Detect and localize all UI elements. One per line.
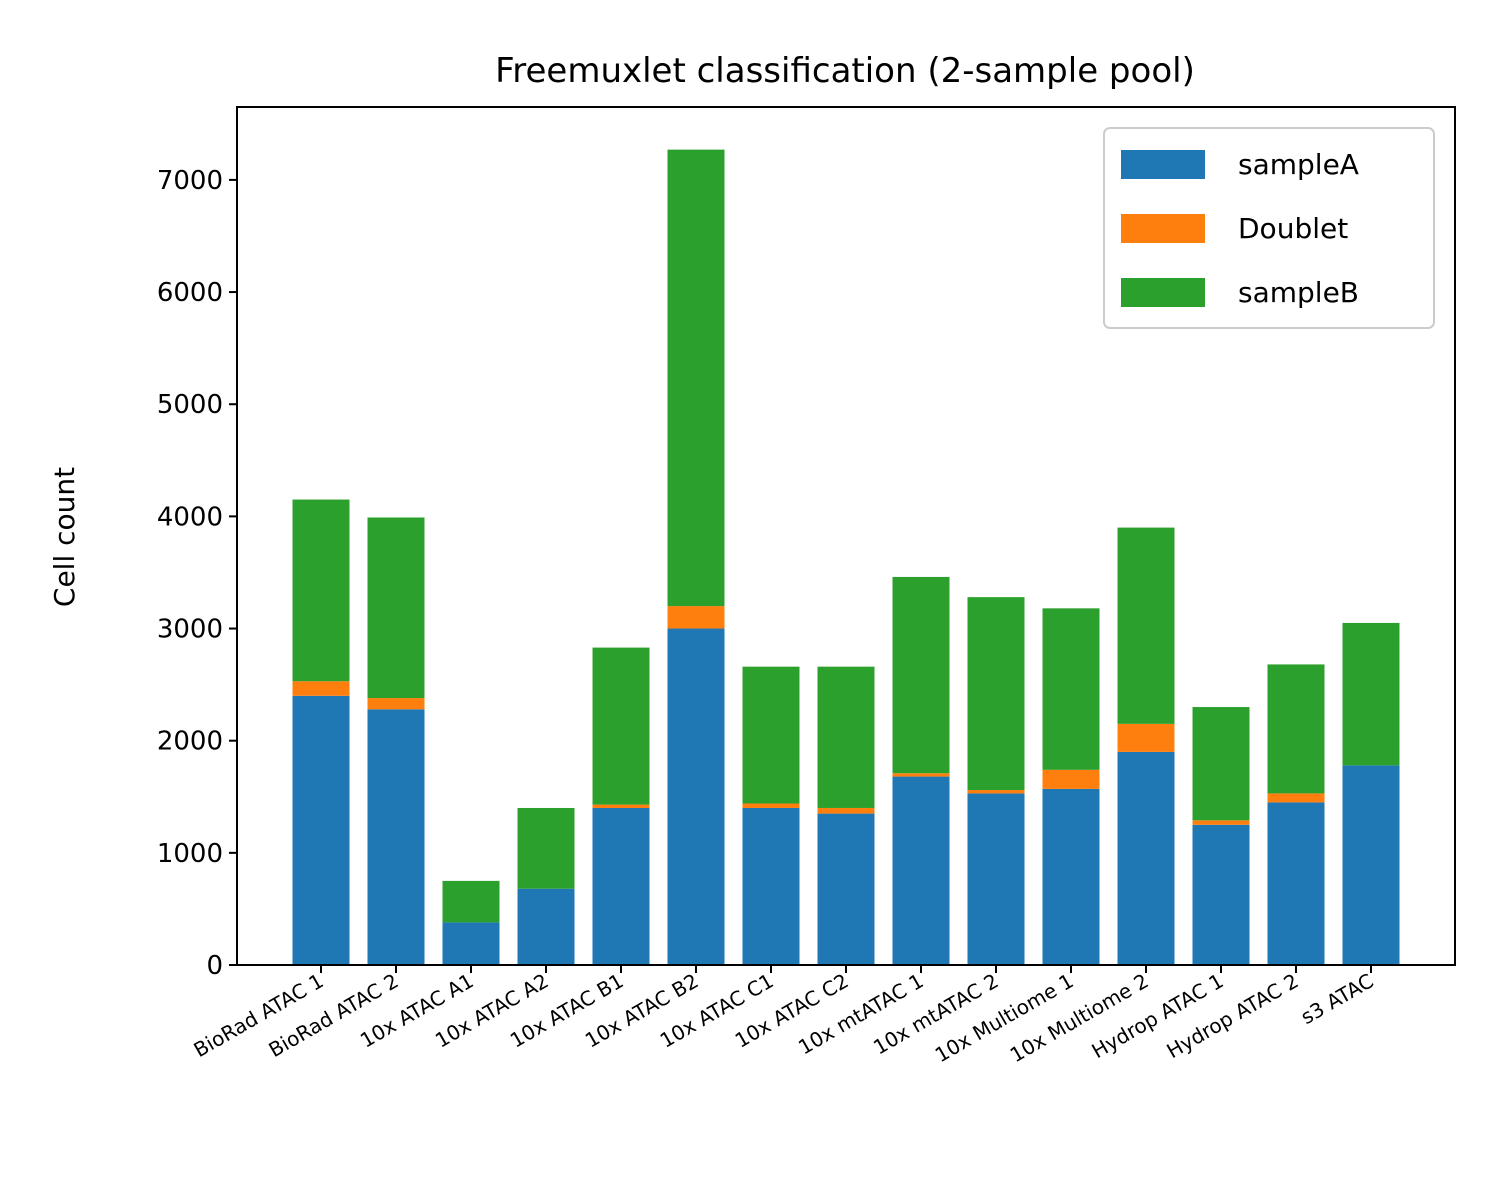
bar-samplea-1 <box>367 709 425 965</box>
bar-sampleb-0 <box>292 499 350 682</box>
bar-sampleb-5 <box>667 149 725 607</box>
bar-samplea-3 <box>517 888 575 965</box>
bar-sampleb-6 <box>742 666 800 804</box>
bar-samplea-5 <box>667 628 725 965</box>
bar-samplea-9 <box>967 793 1025 965</box>
y-tick-label: 4000 <box>157 502 223 532</box>
bar-sampleb-4 <box>592 647 650 805</box>
y-tick-label: 0 <box>206 951 223 981</box>
plot-frame <box>236 106 1456 966</box>
bar-sampleb-8 <box>892 576 950 774</box>
bar-doublet-11 <box>1117 723 1175 752</box>
x-tick-label: BioRad ATAC 2 <box>265 969 403 1063</box>
legend-label-samplea: sampleA <box>1238 148 1359 181</box>
legend: sampleA Doublet sampleB <box>1103 127 1435 329</box>
bar-samplea-4 <box>592 807 650 965</box>
bar-doublet-5 <box>667 606 725 629</box>
bar-doublet-6 <box>742 803 800 808</box>
bar-sampleb-11 <box>1117 527 1175 724</box>
bar-sampleb-12 <box>1192 707 1250 821</box>
bar-doublet-1 <box>367 698 425 710</box>
legend-label-sampleb: sampleB <box>1238 276 1359 309</box>
x-tick-label: Hydrop ATAC 1 <box>1087 969 1227 1064</box>
bar-sampleb-14 <box>1342 622 1400 766</box>
y-tick-label: 6000 <box>157 278 223 308</box>
bar-samplea-11 <box>1117 751 1175 965</box>
bar-sampleb-9 <box>967 597 1025 791</box>
bar-samplea-6 <box>742 807 800 965</box>
bar-samplea-8 <box>892 776 950 965</box>
legend-swatch-sampleb <box>1121 278 1205 307</box>
bar-doublet-7 <box>817 807 875 814</box>
bar-samplea-7 <box>817 813 875 965</box>
y-tick-label: 3000 <box>157 615 223 645</box>
x-tick-label: BioRad ATAC 1 <box>190 969 328 1063</box>
bar-samplea-13 <box>1267 802 1325 965</box>
bar-samplea-14 <box>1342 765 1400 965</box>
x-tick-label: Hydrop ATAC 2 <box>1162 969 1302 1064</box>
bar-sampleb-1 <box>367 517 425 699</box>
bar-samplea-2 <box>442 922 500 965</box>
bar-doublet-8 <box>892 773 950 777</box>
y-tick-label: 2000 <box>157 727 223 757</box>
bar-sampleb-13 <box>1267 664 1325 794</box>
x-tick-label: s3 ATAC <box>1297 969 1378 1030</box>
bar-sampleb-3 <box>517 807 575 889</box>
y-axis-label: Cell count <box>48 467 81 607</box>
bar-sampleb-7 <box>817 666 875 808</box>
legend-swatch-samplea <box>1121 150 1205 179</box>
legend-swatch-doublet <box>1121 214 1205 243</box>
bar-samplea-10 <box>1042 788 1100 965</box>
bar-samplea-12 <box>1192 824 1250 965</box>
bar-doublet-4 <box>592 804 650 808</box>
bar-doublet-13 <box>1267 793 1325 803</box>
bar-sampleb-10 <box>1042 608 1100 770</box>
bar-samplea-0 <box>292 695 350 965</box>
y-tick-label: 1000 <box>157 839 223 869</box>
x-tick-label: 10x mtATAC 1 <box>794 969 927 1060</box>
bar-doublet-10 <box>1042 769 1100 789</box>
y-tick-label: 7000 <box>157 166 223 196</box>
y-axis-ticks: 0 1000 2000 3000 4000 5000 6000 7000 <box>157 166 237 981</box>
bar-sampleb-2 <box>442 880 500 923</box>
bar-doublet-0 <box>292 681 350 696</box>
bars-group <box>292 149 1400 965</box>
legend-label-doublet: Doublet <box>1238 212 1348 245</box>
bar-doublet-9 <box>967 790 1025 794</box>
bar-doublet-12 <box>1192 820 1250 825</box>
chart-title: Freemuxlet classification (2-sample pool… <box>495 51 1195 91</box>
y-tick-label: 5000 <box>157 390 223 420</box>
